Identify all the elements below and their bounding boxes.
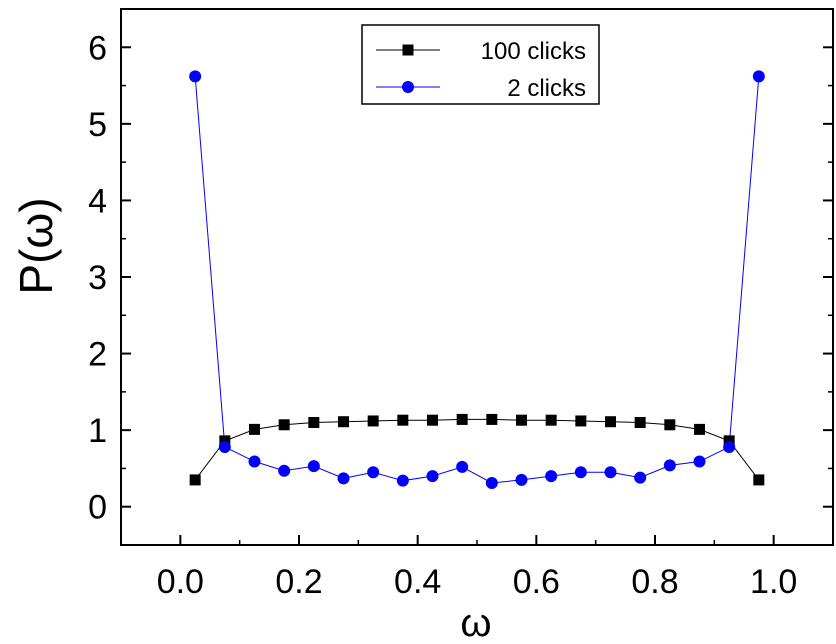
data-point-100-clicks xyxy=(219,435,231,447)
data-point-2-clicks xyxy=(693,455,706,468)
data-point-100-clicks xyxy=(456,413,468,425)
data-point-100-clicks xyxy=(278,419,290,431)
data-point-2-clicks xyxy=(337,472,350,485)
y-axis: 0 1 2 3 4 5 6 xyxy=(88,29,833,546)
data-point-2-clicks xyxy=(663,459,676,472)
data-point-100-clicks xyxy=(249,423,260,435)
data-point-2-clicks xyxy=(485,476,498,489)
y-tick-label: 0 xyxy=(88,489,107,527)
data-point-2-clicks xyxy=(307,460,320,473)
y-tick-label: 3 xyxy=(88,259,107,297)
y-tick-label: 4 xyxy=(88,182,107,220)
data-point-2-clicks xyxy=(396,474,409,487)
legend-label: 2 clicks xyxy=(507,75,586,102)
series-layer xyxy=(189,70,765,489)
data-point-2-clicks xyxy=(218,440,231,453)
data-point-2-clicks xyxy=(545,470,558,483)
x-axis-title: ω xyxy=(460,601,491,644)
y-tick-label: 1 xyxy=(88,412,107,450)
data-point-100-clicks xyxy=(308,416,320,428)
data-point-2-clicks xyxy=(189,70,202,83)
data-point-2-clicks xyxy=(456,460,469,473)
x-tick-label: 0.0 xyxy=(157,563,204,601)
y-axis-title: P(ω) xyxy=(10,197,62,294)
x-tick-label: 1.0 xyxy=(750,563,797,601)
y-tick-label: 2 xyxy=(88,336,107,374)
data-point-100-clicks xyxy=(367,415,379,427)
data-point-2-clicks xyxy=(248,455,261,468)
data-point-100-clicks xyxy=(545,414,557,426)
data-point-100-clicks xyxy=(634,416,646,428)
data-point-100-clicks xyxy=(516,414,527,426)
data-point-100-clicks xyxy=(338,416,349,428)
data-point-2-clicks xyxy=(515,473,528,486)
data-point-100-clicks xyxy=(664,419,676,431)
legend-marker xyxy=(402,81,414,93)
data-point-2-clicks xyxy=(574,466,587,479)
data-point-100-clicks xyxy=(189,474,201,486)
legend: 100 clicks 2 clicks xyxy=(361,24,600,105)
data-point-100-clicks xyxy=(605,416,616,428)
data-point-2-clicks xyxy=(723,440,736,453)
legend-label: 100 clicks xyxy=(481,38,586,65)
legend-box xyxy=(361,24,600,105)
y-tick-label: 5 xyxy=(88,106,107,144)
data-point-2-clicks xyxy=(426,470,439,483)
x-tick-label: 0.6 xyxy=(513,563,560,601)
data-point-100-clicks xyxy=(694,423,705,435)
data-point-100-clicks xyxy=(575,415,587,427)
y-tick-label: 6 xyxy=(88,29,107,67)
data-point-2-clicks xyxy=(278,464,291,477)
data-point-2-clicks xyxy=(752,70,765,83)
legend-marker xyxy=(402,44,414,56)
data-point-2-clicks xyxy=(367,466,380,479)
x-tick-label: 0.2 xyxy=(275,563,322,601)
data-point-100-clicks xyxy=(397,414,409,426)
data-point-2-clicks xyxy=(634,471,647,484)
data-point-100-clicks xyxy=(753,474,765,486)
x-tick-label: 0.4 xyxy=(394,563,441,601)
data-point-100-clicks xyxy=(427,414,438,426)
data-point-100-clicks xyxy=(486,413,498,425)
data-point-2-clicks xyxy=(604,466,617,479)
x-axis: 0.0 0.2 0.4 0.6 0.8 1.0 xyxy=(120,535,834,601)
data-point-100-clicks xyxy=(723,435,735,447)
x-tick-label: 0.8 xyxy=(631,563,678,601)
